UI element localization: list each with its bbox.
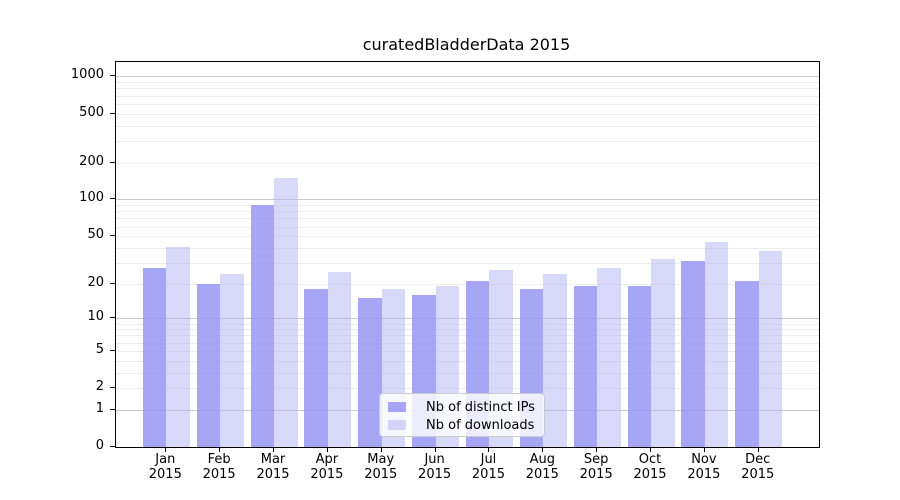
- bar-feb-downloads: [220, 274, 244, 447]
- y-tick-mark: [110, 198, 115, 200]
- y-tick-mark: [110, 446, 115, 447]
- x-tick-label-apr: Apr 2015: [310, 452, 344, 482]
- bar-mar-distinct-ips: [250, 205, 275, 447]
- x-tick-mark: [380, 447, 382, 452]
- legend-swatch-distinct-ips: [388, 402, 406, 412]
- x-tick-label-feb: Feb 2015: [202, 452, 236, 482]
- minor-gridline: [116, 205, 819, 207]
- x-tick-mark: [703, 447, 705, 452]
- x-tick-label-jun: Jun 2015: [418, 452, 452, 482]
- bar-feb-distinct-ips: [196, 283, 221, 447]
- x-tick-label-oct: Oct 2015: [633, 452, 667, 482]
- x-tick-mark: [165, 447, 167, 452]
- y-tick-mark: [110, 349, 115, 351]
- plot-area: Nb of distinct IPs Nb of downloads: [115, 61, 820, 448]
- bar-nov-downloads: [704, 241, 729, 447]
- y-tick-mark: [110, 235, 115, 237]
- y-tick-label: 0: [95, 438, 104, 453]
- legend-item-downloads: Nb of downloads: [380, 417, 534, 433]
- y-tick-label: 2: [95, 379, 104, 395]
- x-tick-label-sep: Sep 2015: [579, 452, 613, 482]
- minor-gridline: [116, 226, 819, 228]
- minor-gridline: [116, 140, 819, 142]
- chart-title: curatedBladderData 2015: [362, 35, 571, 54]
- minor-gridline: [116, 247, 819, 249]
- x-tick-label-jul: Jul 2015: [471, 452, 505, 482]
- minor-gridline: [116, 95, 819, 97]
- bar-apr-distinct-ips: [304, 289, 328, 447]
- minor-gridline: [116, 162, 819, 164]
- bar-dec-downloads: [758, 250, 783, 447]
- bar-may-distinct-ips: [358, 298, 382, 447]
- bar-nov-distinct-ips: [681, 261, 705, 447]
- minor-gridline: [116, 82, 819, 84]
- minor-gridline: [116, 218, 819, 220]
- y-tick-label: 1: [95, 400, 104, 416]
- y-tick-label: 100: [79, 190, 104, 206]
- minor-gridline: [116, 262, 819, 264]
- x-tick-label-nov: Nov 2015: [687, 452, 721, 482]
- y-tick-mark: [110, 161, 115, 163]
- x-tick-mark: [488, 447, 490, 452]
- bar-jan-distinct-ips: [142, 268, 167, 447]
- y-tick-mark: [110, 317, 115, 319]
- x-tick-mark: [596, 447, 598, 452]
- minor-gridline: [116, 211, 819, 213]
- minor-gridline: [116, 236, 819, 238]
- x-tick-mark: [434, 447, 436, 452]
- minor-gridline: [116, 113, 819, 115]
- x-tick-label-aug: Aug 2015: [525, 452, 559, 482]
- legend-item-distinct-ips: Nb of distinct IPs: [380, 399, 535, 415]
- y-tick-label: 50: [87, 227, 104, 243]
- bar-sep-downloads: [597, 268, 621, 447]
- y-tick-label: 20: [87, 274, 104, 290]
- bar-mar-downloads: [274, 177, 298, 447]
- bar-aug-downloads: [543, 274, 567, 447]
- legend-label: Nb of downloads: [426, 417, 535, 433]
- bar-oct-downloads: [651, 259, 675, 447]
- x-tick-label-jan: Jan 2015: [148, 452, 182, 482]
- minor-gridline: [116, 125, 819, 127]
- y-tick-mark: [110, 75, 115, 77]
- legend: Nb of distinct IPs Nb of downloads: [379, 393, 545, 437]
- y-tick-mark: [110, 282, 115, 284]
- y-tick-mark: [110, 387, 115, 389]
- major-gridline: [116, 199, 819, 201]
- y-tick-mark: [110, 112, 115, 114]
- minor-gridline: [116, 88, 819, 90]
- x-tick-mark: [650, 447, 652, 452]
- y-tick-mark: [110, 408, 115, 410]
- y-tick-label: 5: [95, 341, 104, 357]
- minor-gridline: [116, 103, 819, 105]
- x-tick-mark: [757, 447, 759, 452]
- y-tick-label: 200: [79, 153, 104, 169]
- x-tick-label-mar: Mar 2015: [256, 452, 290, 482]
- major-gridline: [116, 76, 819, 78]
- x-tick-mark: [273, 447, 275, 452]
- x-tick-label-may: May 2015: [364, 452, 398, 482]
- legend-label: Nb of distinct IPs: [426, 399, 535, 415]
- legend-swatch-downloads: [388, 420, 406, 430]
- y-tick-label: 1000: [70, 67, 104, 83]
- x-tick-label-dec: Dec 2015: [741, 452, 775, 482]
- x-tick-mark: [219, 447, 221, 452]
- y-tick-label: 500: [79, 104, 104, 120]
- y-tick-label: 10: [87, 309, 104, 325]
- bar-jan-downloads: [166, 246, 190, 447]
- x-tick-mark: [326, 447, 328, 452]
- bar-dec-distinct-ips: [735, 281, 759, 447]
- x-tick-mark: [542, 447, 544, 452]
- bar-oct-distinct-ips: [627, 286, 652, 447]
- bar-sep-distinct-ips: [573, 286, 598, 447]
- bar-apr-downloads: [327, 272, 352, 447]
